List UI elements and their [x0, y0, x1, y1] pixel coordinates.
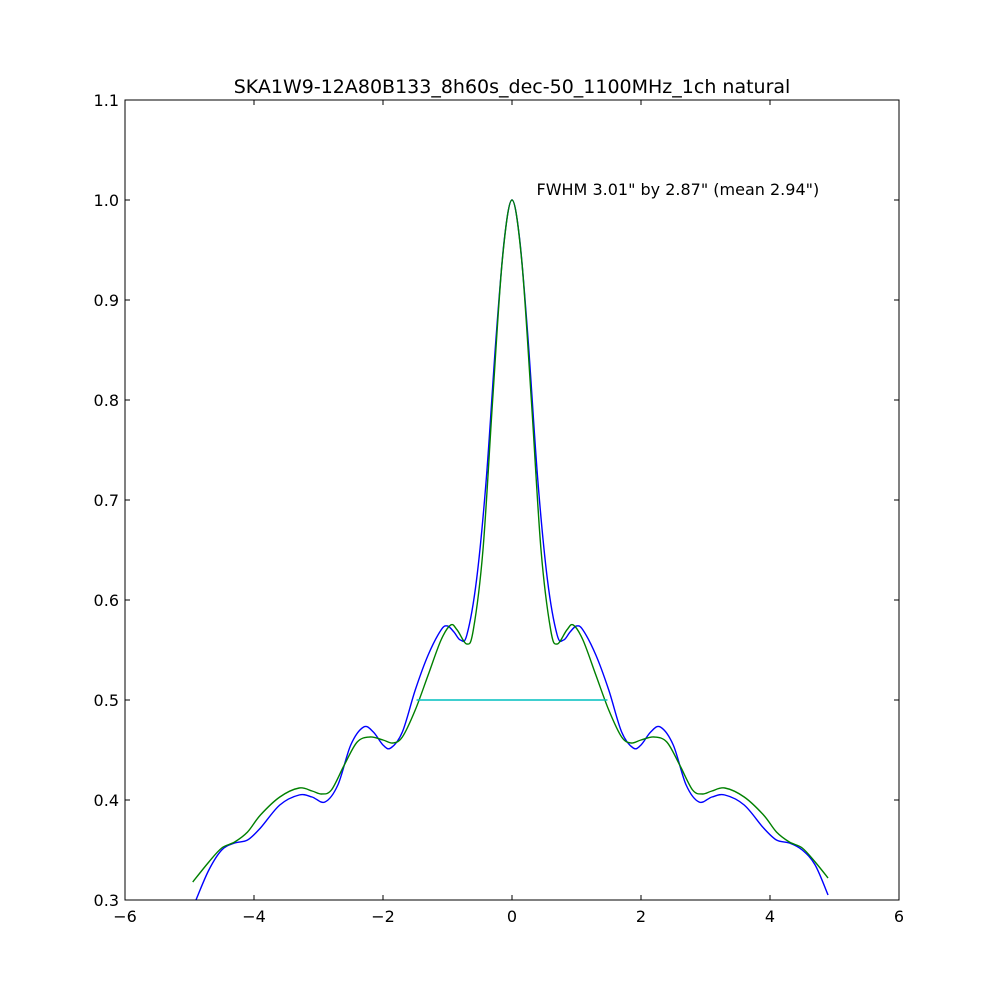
y-tick-label: 0.8: [94, 391, 119, 410]
axis-ticks: −6 −4 −2 0 2 4 6 0.3 0.4 0.5 0.6 0.7 0.8 0.9 1.0 1.1: [94, 91, 905, 926]
x-tick-label: 6: [894, 907, 904, 926]
x-tick-label: 0: [507, 907, 517, 926]
y-tick-label: 0.5: [94, 691, 119, 710]
x-tick-label: 4: [765, 907, 775, 926]
x-tick-label: −4: [242, 907, 266, 926]
y-tick-label: 1.0: [94, 191, 119, 210]
plot-frame: [124, 99, 900, 901]
y-tick-label: 0.9: [94, 291, 119, 310]
x-tick-label: −2: [371, 907, 395, 926]
chart-title: SKA1W9-12A80B133_8h60s_dec-50_1100MHz_1c…: [234, 76, 791, 98]
x-tick-label: −6: [113, 907, 137, 926]
y-tick-label: 0.4: [94, 791, 119, 810]
series-layer: [192, 199, 829, 901]
y-tick-label: 1.1: [94, 91, 119, 110]
fwhm-annotation: FWHM 3.01" by 2.87" (mean 2.94"): [537, 180, 820, 199]
series-line-2: [192, 199, 829, 883]
y-tick-label: 0.7: [94, 491, 119, 510]
y-tick-label: 0.6: [94, 591, 119, 610]
x-tick-label: 2: [636, 907, 646, 926]
y-tick-label: 0.3: [94, 891, 119, 910]
